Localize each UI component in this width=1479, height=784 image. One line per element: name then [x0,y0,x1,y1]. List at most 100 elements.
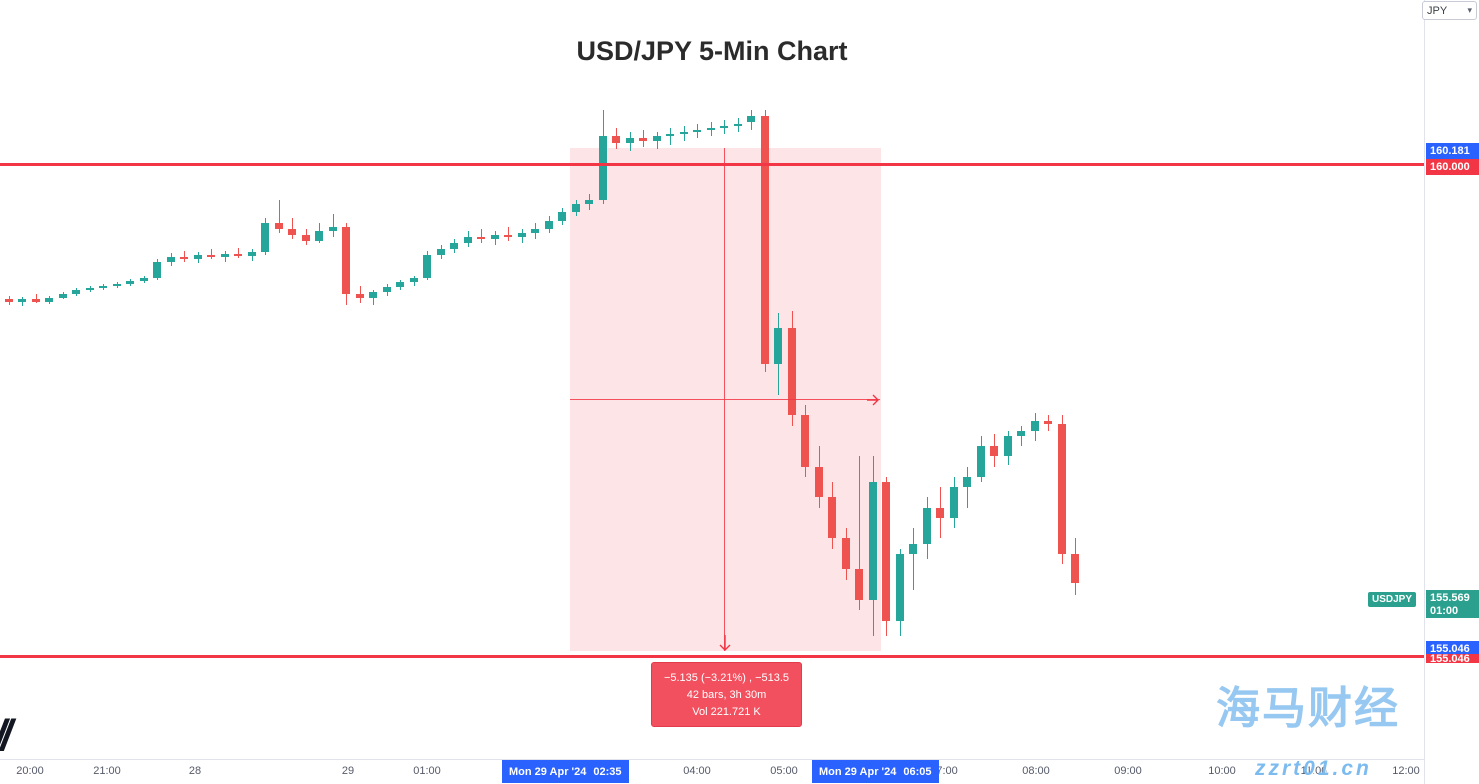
candle-wick [913,528,914,590]
candle-body [166,257,175,262]
candle-body [409,277,418,283]
candle-body [18,299,27,302]
price-label-support: 155.046 [1426,653,1479,665]
candle-body [261,222,270,253]
chevron-down-icon: ▾ [1467,5,1472,15]
measure-change: −5.135 (−3.21%) , −513.5 [663,671,790,684]
candle-body [760,115,769,365]
candle-body [1017,430,1026,436]
candle-body [787,328,796,416]
candle-body [706,128,715,131]
candle-body [85,288,94,291]
candle-body [477,236,486,239]
candle-body [720,126,729,129]
candle-wick [657,132,658,149]
time-axis[interactable] [0,759,1424,784]
candle-body [396,282,405,288]
resistance-line[interactable] [0,163,1424,166]
candle-body [801,415,810,467]
candle-body [949,487,958,518]
candle-body [598,136,607,200]
candle-body [747,115,756,123]
candle-body [666,134,675,137]
candle-body [585,200,594,205]
candle-body [112,284,121,287]
candle-body [328,226,337,231]
candle-body [45,298,54,302]
candle-wick [859,456,860,611]
candle-body [855,569,864,601]
candle-body [868,482,877,600]
measurement-tooltip: −5.135 (−3.21%) , −513.5 42 bars, 3h 30m… [651,662,802,727]
candle-body [976,446,985,477]
price-label-last: 155.569 01:00 [1426,590,1479,618]
candle-body [612,136,621,143]
candle-body [544,220,553,229]
candle-body [733,124,742,127]
candle-body [882,482,891,621]
candle-body [382,287,391,293]
candle-body [558,212,567,221]
candle-wick [211,249,212,260]
currency-select[interactable]: JPY ▾ [1422,1,1477,20]
candle-body [625,138,634,143]
arrow-down-icon [719,635,731,651]
time-tick: 01:00 [413,765,441,777]
candle-body [463,236,472,244]
time-tick: 11:00 [1300,765,1328,777]
time-label-end: Mon 29 Apr '24 06:05 [812,760,939,783]
candle-wick [22,297,23,306]
candle-body [531,228,540,233]
candle-body [31,299,40,302]
time-tick: 20:00 [16,765,44,777]
tradingview-logo: // [0,711,13,760]
candle-body [1057,423,1066,554]
candle-body [814,466,823,498]
price-axis[interactable]: 161.000160.500159.500159.000158.500158.0… [1424,0,1479,784]
candle-body [369,292,378,299]
candle-body [1030,420,1039,431]
measure-bars: 42 bars, 3h 30m [686,688,767,701]
time-label-start-date: Mon 29 Apr '24 [509,765,587,778]
candlestick-series [4,109,1080,636]
currency-select-value: JPY [1427,4,1448,17]
candle-body [315,230,324,242]
candle-body [1044,420,1053,424]
last-price-time: 01:00 [1430,605,1459,617]
candle-body [504,234,513,237]
candle-body [423,255,432,278]
candle-wick [670,128,671,145]
candle-body [301,234,310,242]
candle-body [153,261,162,278]
price-label-crosshair-bottom: 155.046 [1426,641,1479,657]
candle-body [490,234,499,239]
candle-body [990,446,999,457]
candle-body [234,254,243,257]
time-tick: 05:00 [770,765,798,777]
candle-wick [508,226,509,242]
candle-body [126,281,135,285]
price-label-crosshair-top: 160.181 [1426,143,1479,159]
time-label-start-time: 02:35 [593,765,622,778]
support-line[interactable] [0,655,1424,658]
candle-body [450,243,459,250]
brand-watermark: 海马财经 [1216,683,1400,734]
candle-body [436,249,445,256]
time-tick: 28 [188,765,202,777]
candle-body [693,130,702,133]
candle-body [909,543,918,554]
time-tick: 12:00 [1392,765,1420,777]
candle-body [99,286,108,289]
candle-body [58,294,67,299]
candle-wick [184,251,185,262]
time-label-start: Mon 29 Apr '24 02:35 [502,760,629,783]
candle-body [207,255,216,258]
candle-body [72,290,81,295]
candle-body [180,257,189,260]
candle-wick [279,200,280,233]
candle-wick [238,248,239,259]
candle-body [963,476,972,488]
candle-body [355,294,364,299]
arrow-right-icon [867,394,879,406]
